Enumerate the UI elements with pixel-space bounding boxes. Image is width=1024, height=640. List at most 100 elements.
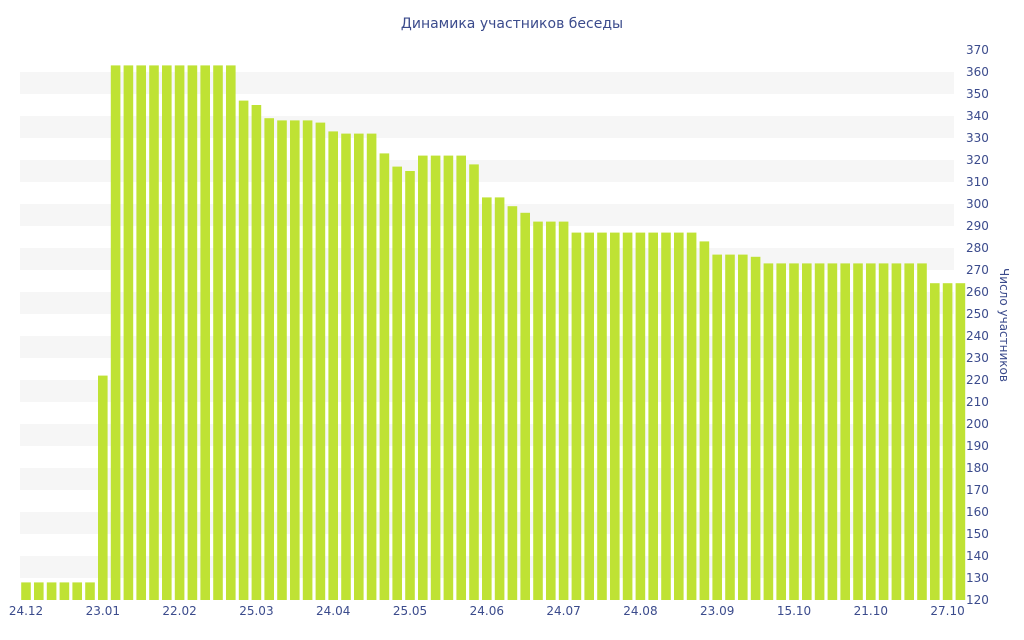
bar[interactable] [814, 263, 825, 600]
bar[interactable] [315, 122, 326, 600]
bar[interactable] [174, 65, 185, 600]
bar[interactable] [238, 100, 249, 600]
bar[interactable] [571, 232, 582, 600]
y-tick-label: 250 [966, 307, 989, 321]
bar[interactable] [200, 65, 210, 600]
x-tick-label: 24.04 [316, 604, 350, 618]
bar[interactable] [776, 263, 786, 600]
chart-title: Динамика участников беседы [401, 16, 623, 32]
bar[interactable] [392, 166, 402, 600]
bar[interactable] [558, 221, 569, 600]
bar[interactable] [584, 232, 594, 600]
bar[interactable] [110, 65, 121, 600]
bar[interactable] [533, 221, 543, 600]
bar[interactable] [226, 65, 236, 600]
y-axis-title: Число участников [997, 268, 1011, 382]
bar[interactable] [277, 120, 287, 601]
bar[interactable] [840, 263, 850, 600]
x-tick-label: 24.08 [623, 604, 657, 618]
grid-band [20, 72, 954, 94]
bar[interactable] [482, 197, 492, 600]
bar[interactable] [443, 155, 454, 600]
bar[interactable] [878, 263, 889, 600]
bar[interactable] [610, 232, 620, 600]
y-tick-label: 240 [966, 329, 989, 343]
y-tick-label: 360 [966, 65, 989, 79]
bar[interactable] [750, 256, 761, 600]
bar[interactable] [546, 221, 556, 600]
x-tick-label: 25.05 [393, 604, 427, 618]
bar[interactable] [686, 232, 697, 600]
bar[interactable] [98, 375, 108, 600]
bar[interactable] [123, 65, 134, 600]
bar[interactable] [187, 65, 198, 600]
bar[interactable] [635, 232, 646, 600]
y-tick-label: 220 [966, 373, 989, 387]
bar[interactable] [72, 582, 82, 600]
y-tick-label: 320 [966, 153, 989, 167]
bar[interactable] [162, 65, 172, 600]
bar[interactable] [430, 155, 441, 600]
bar[interactable] [622, 232, 633, 600]
bar[interactable] [597, 232, 607, 600]
x-tick-label: 23.01 [86, 604, 120, 618]
bar[interactable] [21, 582, 31, 600]
x-tick-label: 24.07 [546, 604, 580, 618]
bar[interactable] [955, 283, 966, 600]
bar[interactable] [942, 283, 953, 600]
bar[interactable] [725, 254, 735, 600]
bar[interactable] [699, 241, 710, 600]
bar[interactable] [507, 206, 518, 600]
bar[interactable] [85, 582, 95, 600]
bar[interactable] [418, 155, 428, 600]
y-tick-label: 340 [966, 109, 989, 123]
bar[interactable] [661, 232, 671, 600]
bar[interactable] [264, 118, 274, 600]
bar[interactable] [866, 263, 876, 600]
y-tick-label: 300 [966, 197, 989, 211]
y-tick-label: 120 [966, 593, 989, 607]
x-tick-label: 21.10 [854, 604, 888, 618]
bar[interactable] [456, 155, 466, 600]
bar[interactable] [149, 65, 159, 600]
bar[interactable] [379, 153, 390, 600]
bar[interactable] [34, 582, 44, 600]
bar[interactable] [712, 254, 722, 600]
y-tick-label: 290 [966, 219, 989, 233]
y-tick-label: 150 [966, 527, 989, 541]
bar[interactable] [738, 254, 748, 600]
y-tick-label: 210 [966, 395, 989, 409]
bar[interactable] [674, 232, 684, 600]
bar[interactable] [520, 212, 530, 601]
bar[interactable] [405, 171, 415, 600]
bar[interactable] [904, 263, 914, 600]
bar[interactable] [354, 133, 364, 600]
bar[interactable] [648, 232, 658, 600]
bar[interactable] [494, 197, 505, 600]
bar[interactable] [366, 133, 377, 600]
bar[interactable] [853, 263, 863, 600]
bar[interactable] [213, 65, 223, 600]
bar[interactable] [917, 263, 927, 600]
bar[interactable] [341, 133, 351, 600]
y-tick-label: 130 [966, 571, 989, 585]
bar[interactable] [891, 263, 902, 600]
bar[interactable] [136, 65, 146, 600]
y-tick-label: 280 [966, 241, 989, 255]
y-tick-label: 230 [966, 351, 989, 365]
x-tick-label: 22.02 [162, 604, 196, 618]
bar[interactable] [302, 120, 313, 601]
bar[interactable] [290, 120, 300, 601]
bar[interactable] [46, 582, 57, 600]
bar[interactable] [802, 263, 812, 600]
bar[interactable] [328, 131, 338, 600]
bar[interactable] [469, 164, 479, 600]
x-tick-label: 25.03 [239, 604, 273, 618]
bar[interactable] [251, 105, 262, 600]
bar[interactable] [930, 283, 940, 600]
bar[interactable] [789, 263, 799, 600]
bar[interactable] [763, 263, 774, 600]
bar[interactable] [59, 582, 70, 600]
bar[interactable] [827, 263, 838, 600]
